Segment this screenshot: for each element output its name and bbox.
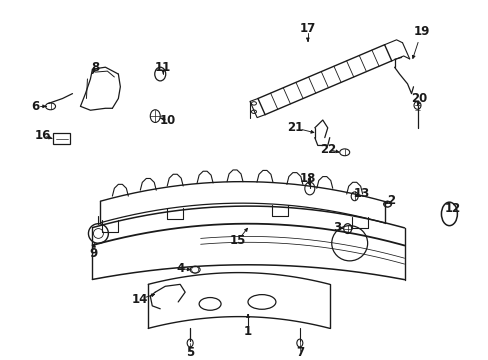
- Text: 10: 10: [160, 113, 176, 126]
- Text: 17: 17: [299, 22, 315, 35]
- Text: 21: 21: [286, 121, 303, 134]
- Text: 15: 15: [229, 234, 245, 247]
- Text: 4: 4: [176, 262, 184, 275]
- Text: 2: 2: [386, 194, 395, 207]
- Text: 16: 16: [34, 129, 51, 142]
- Text: 12: 12: [444, 202, 460, 215]
- Text: 1: 1: [244, 325, 251, 338]
- Text: 18: 18: [299, 172, 315, 185]
- Text: 14: 14: [132, 293, 148, 306]
- Text: 5: 5: [185, 346, 194, 359]
- Text: 8: 8: [91, 61, 100, 74]
- Text: 22: 22: [319, 143, 335, 156]
- Text: 6: 6: [31, 100, 40, 113]
- Text: 11: 11: [155, 61, 171, 74]
- Text: 3: 3: [333, 221, 341, 234]
- Text: 9: 9: [89, 247, 97, 260]
- Text: 19: 19: [412, 26, 429, 39]
- Text: 20: 20: [410, 92, 427, 105]
- Text: 7: 7: [295, 346, 303, 359]
- Text: 13: 13: [353, 187, 369, 200]
